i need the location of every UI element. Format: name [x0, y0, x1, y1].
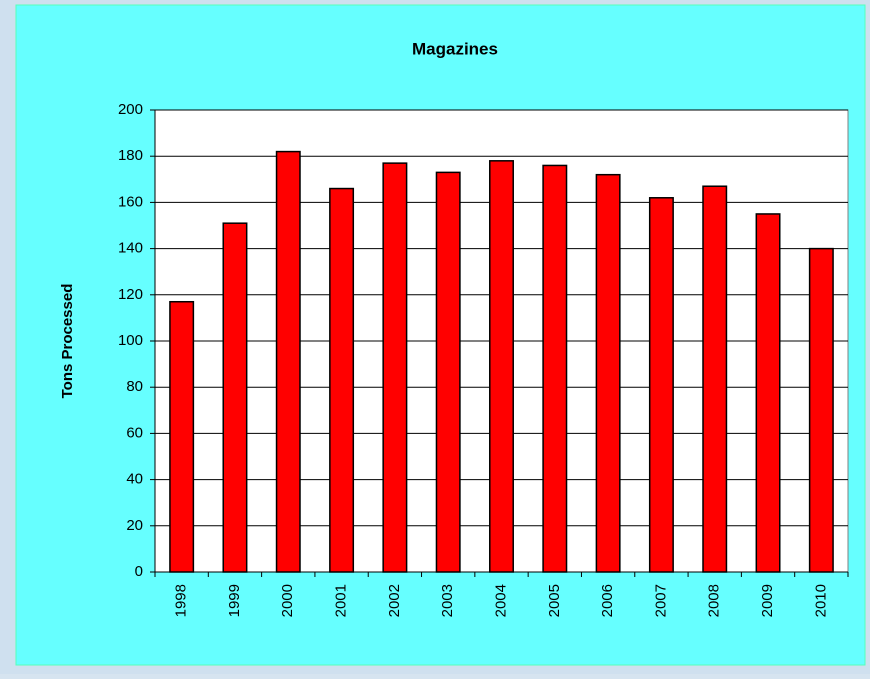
y-tick-label: 140	[118, 240, 143, 257]
bar	[808, 247, 834, 573]
x-tick-label: 2002	[386, 584, 403, 617]
x-tick-label: 2007	[652, 584, 669, 617]
bar	[542, 164, 568, 573]
y-tick-label: 40	[126, 471, 143, 488]
y-axis-label: Tons Processed	[59, 284, 76, 399]
y-tick-label: 120	[118, 286, 143, 303]
y-tick-label: 80	[126, 378, 143, 395]
x-tick-label: 2009	[759, 584, 776, 617]
bar	[595, 173, 621, 573]
x-tick-label: 2005	[546, 584, 563, 617]
bar	[702, 185, 728, 573]
x-tick-label: 2001	[333, 584, 350, 617]
x-tick-label: 2000	[279, 584, 296, 617]
x-tick-label: 1999	[226, 584, 243, 617]
y-tick-label: 200	[118, 101, 143, 118]
bar	[435, 171, 461, 573]
x-tick-label: 2003	[439, 584, 456, 617]
x-tick-label: 2010	[812, 584, 829, 617]
y-tick-label: 180	[118, 147, 143, 164]
chart-title: Magazines	[412, 39, 498, 58]
bar	[489, 160, 514, 573]
y-tick-label: 100	[118, 332, 143, 349]
bar	[382, 162, 408, 573]
x-tick-label: 2006	[599, 584, 616, 617]
y-tick-label: 0	[135, 563, 143, 580]
bar	[648, 197, 674, 573]
x-tick-label: 1998	[173, 584, 190, 617]
x-tick-label: 2008	[706, 584, 723, 617]
bar	[755, 213, 781, 573]
bar	[275, 150, 301, 573]
y-tick-label: 160	[118, 193, 143, 210]
x-tick-label: 2004	[492, 584, 509, 617]
bar	[169, 300, 195, 573]
y-tick-label: 20	[126, 517, 143, 534]
bar	[222, 222, 248, 573]
y-tick-label: 60	[126, 424, 143, 441]
bar	[329, 187, 355, 573]
